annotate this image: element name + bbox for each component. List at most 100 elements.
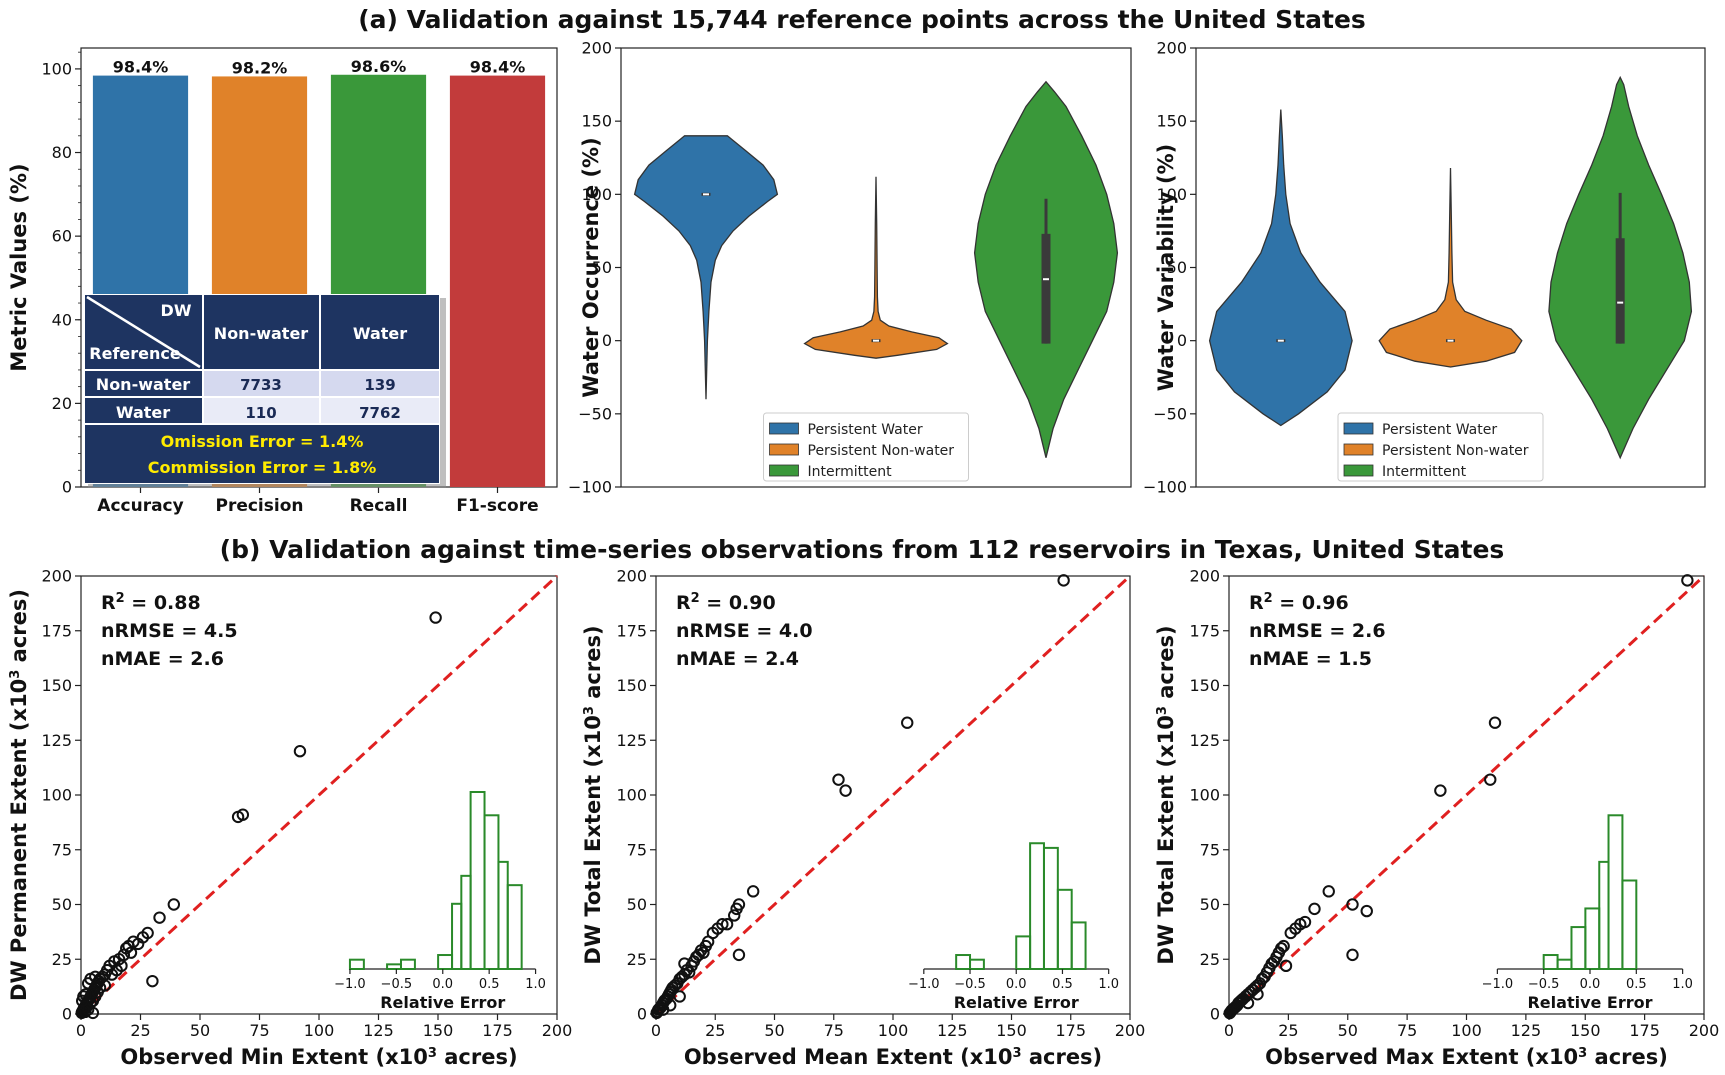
bar-f1-score: [449, 75, 546, 487]
variability-chart-legend-swatch: [1343, 422, 1374, 435]
cm-value-tp: 7762: [359, 404, 401, 422]
variability-chart-ytick-label: −100: [1143, 478, 1187, 497]
cm-col-header-nonwater-cell: [204, 295, 319, 369]
min-extent-scatter-chart: 0 25 50 75 100 125 150 175 200 0 25 50 75 100 125 150 17…: [7, 567, 572, 1070]
min-chart-xtick-label: 200: [542, 1021, 573, 1040]
max-chart-ytick-label: 25: [1200, 950, 1220, 969]
mean-chart-ytick-label: 100: [616, 786, 647, 805]
mean-extent-scatter-chart: 0 25 50 75 100 125 150 175 200 0 25 50 75 100 125 150 17…: [581, 567, 1145, 1070]
max-chart-inset-bin: [1598, 860, 1610, 970]
min-chart-ytick-label: 175: [41, 621, 72, 640]
variability-chart-legend-swatch: [1343, 443, 1374, 456]
max-chart-xtick-label: 100: [1451, 1021, 1482, 1040]
min-chart-point: [79, 988, 92, 1001]
min-chart-point: [167, 898, 181, 911]
mean-chart-point: [732, 898, 746, 911]
mean-chart-xtick-label: 200: [1115, 1021, 1146, 1040]
mean-chart-stat: nRMSE = 4.0: [676, 620, 813, 642]
mean-chart-ytick-label: 50: [627, 895, 647, 914]
variability-chart-legend-box: [1337, 412, 1544, 482]
bar-category-label: Accuracy: [97, 496, 183, 516]
mean-chart-point: [732, 948, 746, 962]
max-chart-xtick-label: 150: [1570, 1021, 1601, 1040]
max-chart-xtick-label: 175: [1629, 1021, 1660, 1040]
max-chart-point: [1434, 784, 1447, 797]
max-extent-scatter-chart: 0 25 50 75 100 125 150 175 200 0 25 50 75 100 125 150 17…: [1154, 567, 1719, 1070]
variability-chart-ytick-label: 150: [1156, 112, 1187, 131]
cm-row-header-water-cell: [85, 398, 202, 423]
bar-chart-ytick-label: 0: [62, 478, 72, 497]
mean-chart-ytick-label: 75: [627, 840, 647, 859]
occurrence-chart-legend-swatch: [769, 464, 799, 477]
occurrence-chart-legend-label: Persistent Non-water: [808, 443, 955, 459]
min-chart-xtick-label: 50: [190, 1021, 210, 1040]
min-chart-inset-bin: [348, 958, 365, 970]
max-chart-point: [1346, 898, 1359, 911]
mean-chart-stat: R2 = 0.90: [676, 591, 776, 615]
mean-chart-stat: nMAE = 2.4: [676, 648, 799, 670]
cm-col-header-nonwater: Non-water: [214, 324, 308, 343]
occurrence-chart-legend-swatch: [769, 422, 799, 435]
cm-header-reference: Reference: [89, 344, 181, 363]
occurrence-chart-legend-label: Intermittent: [808, 464, 893, 480]
max-chart-ytick-label: 100: [1189, 786, 1220, 805]
min-chart-point: [98, 979, 112, 992]
mean-chart-inset-bin: [1029, 842, 1045, 970]
max-chart-point: [1681, 574, 1694, 587]
mean-chart-point: [901, 716, 914, 729]
mean-chart-xtick-label: 175: [1055, 1021, 1086, 1040]
bar-category-label: Recall: [350, 496, 408, 516]
min-chart-stat: R2 = 0.88: [101, 591, 201, 615]
water-variability-violin-chart: −100 −50 0 50 100 150 200 Persistent Water Persi…: [1143, 39, 1706, 497]
bar-chart-ytick-label: 40: [52, 310, 72, 329]
min-chart-point: [75, 994, 89, 1008]
min-chart-ytick-label: 25: [52, 950, 72, 969]
min-chart-stat: nMAE = 2.6: [101, 648, 224, 670]
min-chart-xlabel: Observed Min Extent (x103 acres): [120, 1045, 517, 1069]
occurrence-chart-ylabel: Water Occurrence (%): [579, 137, 603, 397]
min-chart-inset-bin: [451, 902, 463, 971]
bar-chart-ytick-label: 20: [52, 394, 72, 413]
min-chart-point: [115, 959, 128, 973]
min-chart-inset-bin: [399, 958, 416, 970]
max-chart-point: [1241, 996, 1255, 1010]
bar-chart-ylabel: Metric Values (%): [7, 163, 31, 371]
max-chart-ytick-label: 75: [1200, 840, 1220, 859]
min-chart-inset-xtick-label: 0.5: [479, 977, 500, 992]
mean-chart-ytick-label: 175: [616, 621, 647, 640]
variability-chart-iqr-box: [1615, 238, 1625, 344]
min-chart-point: [124, 946, 138, 959]
confusion-matrix: DW Reference Non-water Water Non-water W…: [84, 294, 446, 488]
mean-chart-inset-xtick-label: 1.0: [1098, 977, 1119, 992]
mean-chart-inset-xtick-label: 0.0: [1006, 977, 1027, 992]
min-chart-point: [146, 974, 159, 988]
max-chart-inset-bin: [1621, 879, 1638, 970]
min-chart-point: [429, 611, 442, 624]
cm-row-header-nonwater: Non-water: [96, 375, 190, 394]
max-chart-inset-bin: [1542, 954, 1559, 970]
min-chart-xtick-label: 125: [363, 1021, 394, 1040]
mean-chart-point: [656, 1003, 670, 1016]
min-chart-point: [293, 745, 307, 758]
mean-chart-ytick-label: 150: [616, 676, 647, 695]
mean-chart-xtick-label: 0: [651, 1021, 661, 1040]
min-chart-point: [84, 972, 97, 986]
min-chart-point: [236, 808, 250, 821]
max-chart-ytick-label: 125: [1189, 731, 1220, 750]
cm-error-cell: [85, 425, 439, 483]
variability-chart-violin-persistent-non-water: [1378, 167, 1523, 368]
min-chart-inset-bin: [469, 791, 486, 970]
mean-chart-ytick-label: 200: [616, 567, 647, 586]
occurrence-chart-violin-persistent-water: [633, 135, 779, 400]
occurrence-chart-legend-box: [763, 412, 969, 482]
cm-row-header-water: Water: [116, 403, 170, 422]
min-chart-ytick-label: 75: [52, 840, 72, 859]
mean-chart-point: [716, 918, 729, 931]
mean-chart-point: [678, 957, 691, 970]
bar-category-label: F1-score: [456, 496, 538, 516]
occurrence-chart-legend-swatch: [769, 443, 799, 456]
max-chart-ylabel: DW Total Extent (x103 acres): [1154, 625, 1178, 964]
max-chart-point: [1322, 885, 1335, 898]
variability-chart-ylabel: Water Variability (%): [1154, 144, 1178, 391]
